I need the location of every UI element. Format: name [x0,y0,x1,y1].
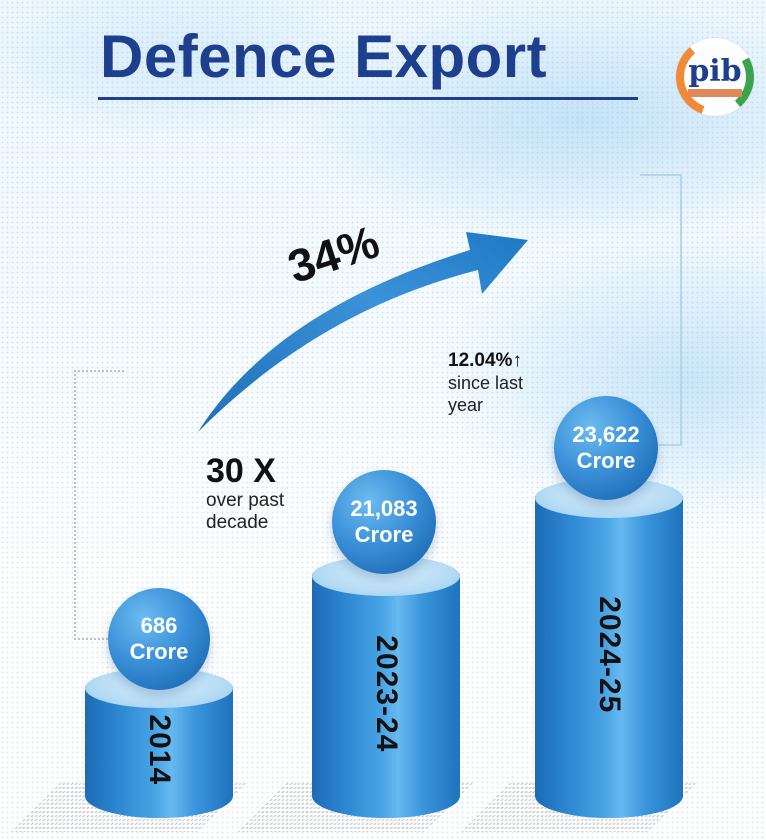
decade-growth-line2: decade [206,512,269,533]
bar-year-label: 2014 [143,714,176,786]
bubble-amount: 23,622 [572,422,640,447]
cylinder-body [535,496,683,818]
year-bracket [640,174,682,446]
bar-2024-25: 2024-25 [460,478,698,832]
bubble-unit: Crore [576,448,636,473]
value-bubble-2024-25: 23,622 Crore [554,396,658,500]
bubble-amount: 686 [140,613,178,638]
decade-growth-line1: over past [206,490,285,511]
logo-inner: pib [684,46,746,108]
page-title: Defence Export [100,23,548,90]
bar-year-label: 2023-24 [370,635,403,753]
bar-2023-24: 2023-24 [237,556,475,832]
decade-bracket [74,370,124,640]
logo-band [688,89,742,97]
decade-growth-annotation: 30 X over past decade [206,452,284,534]
yoy-growth-line1: since last [448,373,524,393]
bubble-amount: 21,083 [350,496,418,521]
logo-text: pib [688,54,742,89]
cylinder-body [85,686,233,818]
bubble-unit: Crore [129,639,189,664]
pib-logo-icon: pib [676,38,754,116]
decade-growth-value: 30 X [206,452,276,490]
bar-2014: 2014 [10,668,248,832]
title-underline [98,97,638,100]
yoy-growth-annotation: 12.04%↑ since last year [448,350,523,416]
yoy-growth-line2: year [448,395,484,415]
cylinder-body [312,574,460,818]
bar-year-label: 2024-25 [593,596,626,714]
value-bubble-2023-24: 21,083 Crore [332,470,436,574]
bubble-unit: Crore [354,522,414,547]
yoy-growth-value: 12.04%↑ [448,350,522,371]
value-bubble-2014: 686 Crore [108,588,210,690]
